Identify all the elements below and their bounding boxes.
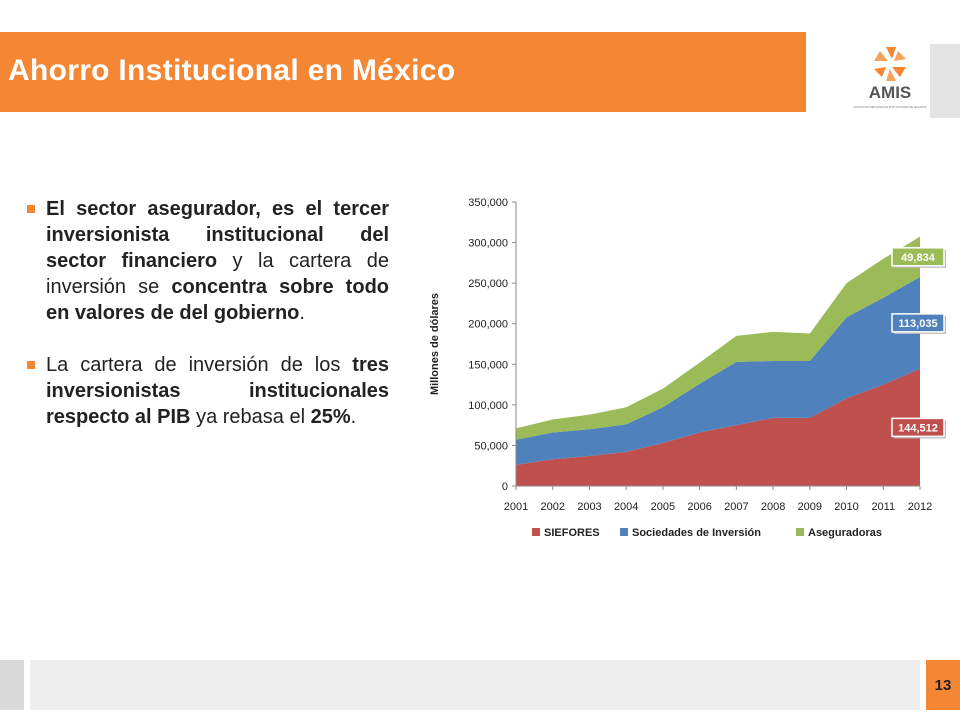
legend-swatch [620,528,628,536]
legend-label: Sociedades de Inversión [632,527,761,539]
logo-wordmark: AMIS [869,83,912,102]
x-tick-label: 2005 [651,501,675,513]
x-tick-label: 2012 [908,501,932,513]
footer-left-bar [0,660,24,710]
header-side-strip [930,44,960,118]
page-title: Ahorro Institucional en México [8,54,456,87]
chart-container: 0 50,000 100,000 150,000 200,000 250,000 300,0… [420,180,955,560]
data-label-box [891,247,945,267]
data-label: 49,834 [901,252,936,264]
data-label: 144,512 [898,422,938,434]
bullet-item-1: El sector asegurador, es el tercer inver… [27,196,389,326]
bullet-segment: y la cartera de inversión se [46,250,389,298]
area-series-1 [516,277,920,465]
y-tick-label: 150,000 [468,359,508,371]
x-tick-label: 2006 [687,501,711,513]
area-series-2 [516,236,920,440]
bullet-segment: tres inversionistas institucionales resp… [46,354,389,428]
bullet-segment: El sector asegurador, es el tercer inver… [46,198,389,272]
bullet-segment: concentra sobre todo en valores de del g… [46,276,389,324]
legend-label: Aseguradoras [808,527,882,539]
bullet-text-1: El sector asegurador, es el tercer inver… [46,198,389,324]
y-tick-label: 50,000 [474,440,508,452]
y-tick-label: 100,000 [468,400,508,412]
x-tick-label: 2010 [834,501,858,513]
stacked-area-chart: 0 50,000 100,000 150,000 200,000 250,000 300,0… [429,197,946,539]
bullet-segment: . [299,302,305,324]
bullet-segment: . [350,406,357,428]
bullet-text-2: La cartera de inversión de los tres inve… [46,354,389,428]
bullet-list: El sector asegurador, es el tercer inver… [27,196,389,456]
x-tick-label: 2002 [540,501,564,513]
amis-logo: AMIS ASOCIACIÓN MEXICANA DE INSTITUCIONE… [853,47,927,109]
bullet-item-2: La cartera de inversión de los tres inve… [27,352,389,430]
x-tick-label: 2004 [614,501,638,513]
logo-subtext: ASOCIACIÓN MEXICANA DE INSTITUCIONES DE … [853,104,927,109]
legend-swatch [532,528,540,536]
bullet-segment: La cartera de inversión de los [46,354,353,376]
data-label-box [891,417,945,438]
bullet-segment: ya rebasa el [190,406,311,428]
footer-bar [30,660,920,710]
title-bar [0,32,806,112]
x-tick-label: 2008 [761,501,785,513]
x-tick-label: 2009 [798,501,822,513]
legend-label: SIEFORES [544,527,600,539]
y-tick-label: 350,000 [468,197,508,209]
area-series-0 [516,368,920,486]
y-tick-label: 300,000 [468,238,508,250]
bullet-marker [27,361,35,369]
x-tick-label: 2007 [724,501,748,513]
bullet-segment: 25% [310,406,351,428]
bullet-marker [27,205,35,213]
x-tick-label: 2001 [504,501,528,513]
page-number: 13 [926,660,960,710]
y-tick-label: 200,000 [468,319,508,331]
x-tick-label: 2003 [577,501,601,513]
x-tick-label: 2011 [871,501,895,513]
data-label: 113,035 [898,318,937,330]
y-tick-label: 0 [502,481,508,493]
amis-star-icon [874,47,906,81]
y-axis-label: Millones de dólares [429,293,441,395]
data-label-box [891,313,945,333]
y-tick-label: 250,000 [468,278,508,290]
legend-swatch [796,528,804,536]
